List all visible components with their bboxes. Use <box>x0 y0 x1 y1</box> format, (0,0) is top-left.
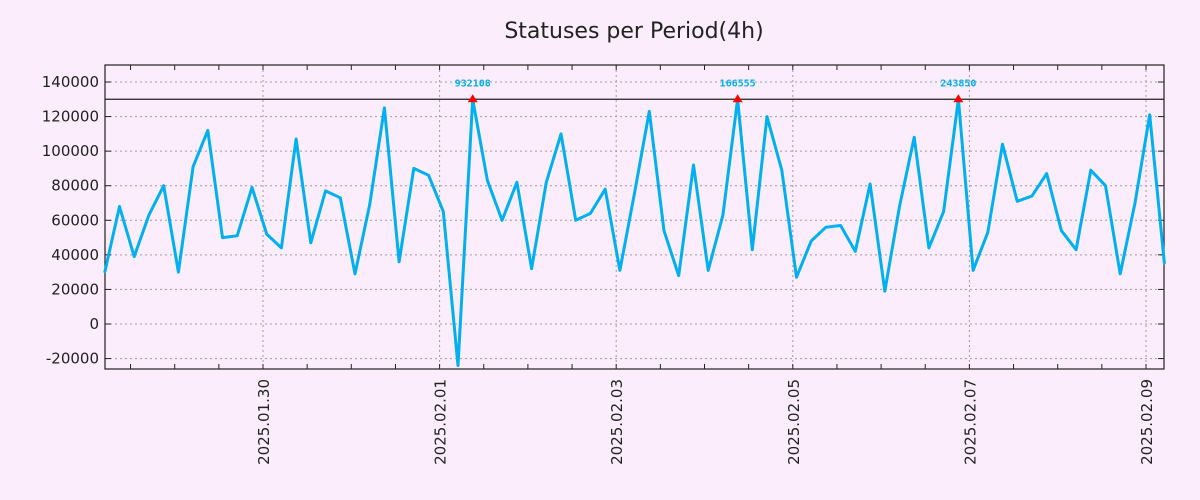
data-point <box>574 219 577 222</box>
data-point <box>456 364 460 367</box>
data-point <box>397 260 401 263</box>
data-point <box>986 231 989 234</box>
data-point <box>839 224 842 227</box>
x-tick-label: 2025.02.09 <box>1138 379 1156 465</box>
data-point <box>294 137 298 141</box>
data-point <box>442 210 445 213</box>
data-point <box>898 205 901 208</box>
data-point <box>1074 248 1078 251</box>
y-tick-label: 40000 <box>51 246 99 264</box>
data-point <box>1163 262 1166 265</box>
data-point <box>1030 194 1034 198</box>
y-tick-label: 140000 <box>42 73 99 91</box>
x-tick-label: 2025.02.07 <box>961 379 979 465</box>
data-point <box>250 186 254 189</box>
data-point <box>677 274 680 277</box>
data-point <box>648 110 651 113</box>
data-point <box>913 136 916 139</box>
y-tick-label: 20000 <box>51 280 99 298</box>
data-point <box>515 181 519 184</box>
data-point <box>177 270 180 274</box>
data-point <box>324 189 327 193</box>
x-tick-label: 2025.02.01 <box>432 379 450 465</box>
data-point <box>854 250 857 253</box>
data-point <box>191 165 195 168</box>
data-point <box>1045 172 1048 175</box>
plot-frame <box>104 64 1165 370</box>
data-point <box>368 203 371 206</box>
data-point <box>942 210 945 213</box>
data-point <box>1119 272 1122 276</box>
y-tick-label: 100000 <box>42 142 99 160</box>
data-point <box>265 232 268 236</box>
peak-annotation: 166555 <box>720 78 756 89</box>
data-point <box>1133 201 1137 205</box>
y-tick-label: 60000 <box>51 211 99 229</box>
peak-marker-icon <box>953 94 964 103</box>
data-point <box>633 191 636 194</box>
data-point <box>353 272 357 276</box>
y-tick-label: 0 <box>89 315 99 333</box>
data-point <box>545 181 548 184</box>
data-point <box>692 163 695 167</box>
data-point <box>280 246 283 250</box>
data-point <box>427 174 430 177</box>
data-point <box>236 234 239 238</box>
data-point <box>721 213 725 217</box>
data-point <box>412 167 416 170</box>
data-point <box>383 106 386 110</box>
data-point <box>589 212 592 215</box>
data-point <box>795 276 798 279</box>
data-point <box>971 269 975 272</box>
data-point <box>751 248 754 251</box>
chart-title: Statuses per Period(4h) <box>504 19 763 44</box>
data-point <box>618 269 622 272</box>
data-point <box>765 115 769 118</box>
data-point <box>1104 184 1107 187</box>
x-tick-label: 2025.02.05 <box>785 379 803 465</box>
data-point <box>1089 168 1093 172</box>
peak-marker-icon <box>732 94 743 103</box>
data-point <box>118 205 121 208</box>
data-point <box>868 182 872 186</box>
data-point <box>883 289 886 293</box>
data-point <box>662 229 666 232</box>
data-point <box>500 219 504 222</box>
data-point <box>927 246 931 250</box>
data-point <box>103 270 106 274</box>
data-point <box>339 196 342 200</box>
data-point <box>824 225 828 229</box>
y-tick-label: 80000 <box>51 177 99 195</box>
data-point <box>133 255 136 258</box>
data-point <box>603 187 607 191</box>
data-point <box>206 129 210 132</box>
data-point <box>530 267 533 270</box>
y-tick-label: 120000 <box>42 108 99 126</box>
data-point <box>221 236 224 239</box>
peak-annotation: 243850 <box>940 78 976 89</box>
x-tick-label: 2025.02.03 <box>608 379 626 465</box>
data-point <box>706 269 710 272</box>
data-point <box>309 241 313 244</box>
y-tick-label: -20000 <box>46 350 99 368</box>
peak-annotation: 932108 <box>455 78 491 89</box>
data-point <box>780 168 783 172</box>
plot-area <box>105 65 1164 369</box>
data-point <box>1060 229 1063 232</box>
data-point <box>162 184 165 187</box>
data-point <box>1148 113 1151 117</box>
data-point <box>559 132 563 136</box>
data-point <box>809 239 813 243</box>
data-point <box>1001 143 1004 146</box>
data-point <box>486 179 489 182</box>
peak-marker-icon <box>467 94 478 103</box>
x-tick-label: 2025.01.30 <box>255 379 273 465</box>
data-point <box>1016 200 1019 203</box>
data-point <box>147 213 151 217</box>
